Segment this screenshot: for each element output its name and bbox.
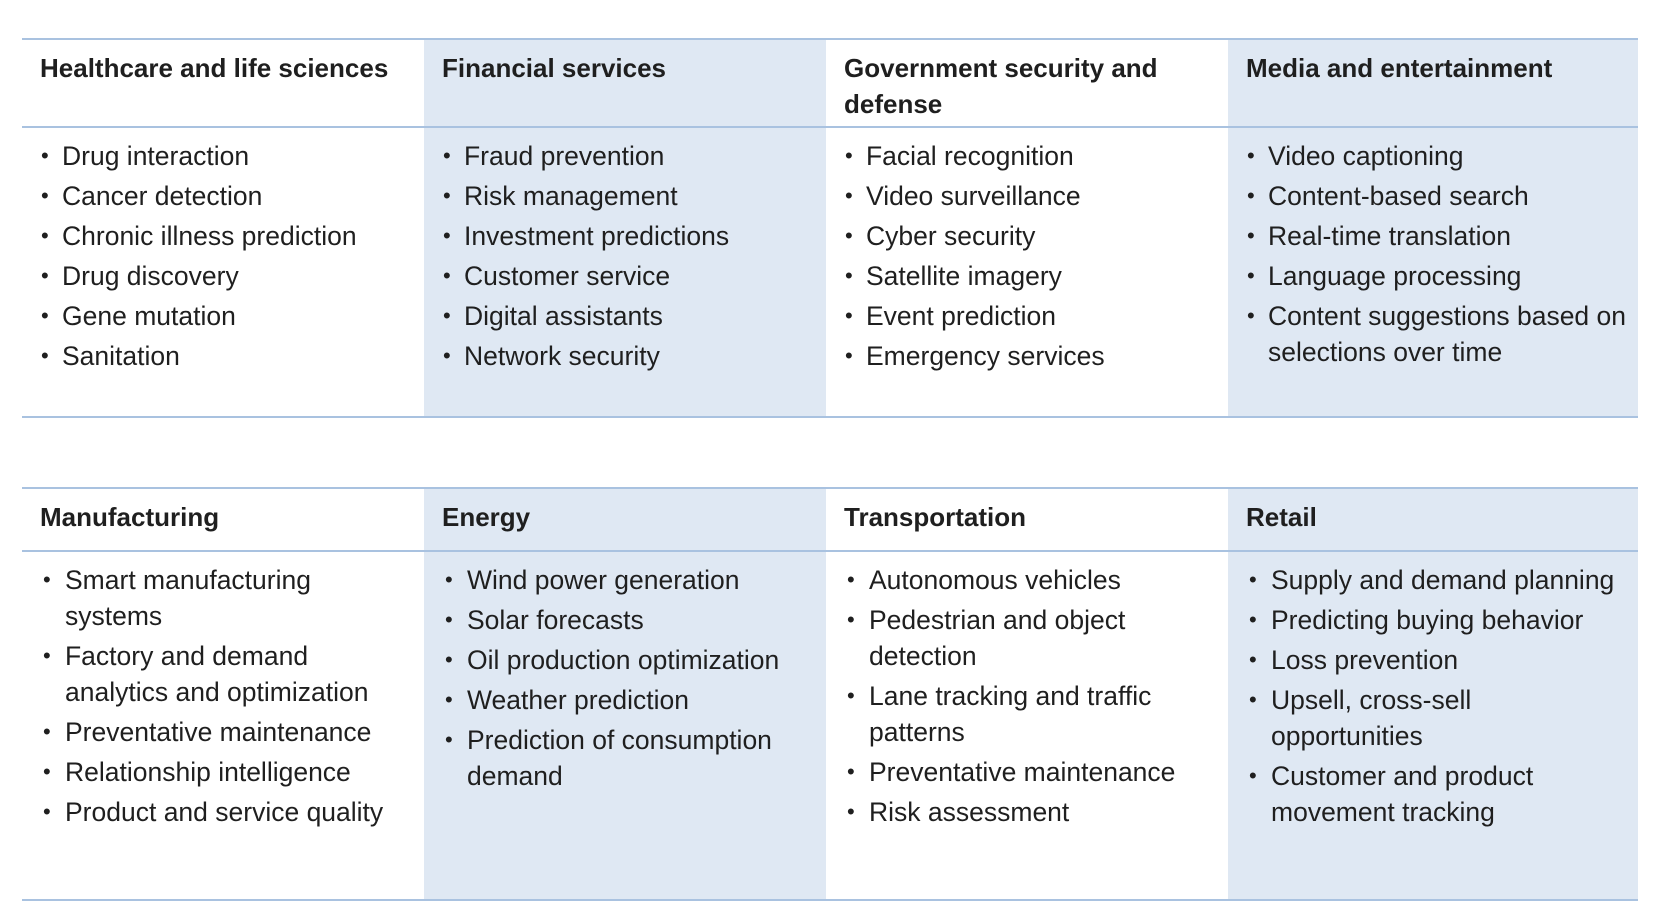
list-item: Risk management bbox=[442, 178, 814, 214]
column-heading: Manufacturing bbox=[22, 489, 424, 552]
column-financial-services: Financial services Fraud prevention Risk… bbox=[424, 40, 826, 416]
list-item: Loss prevention bbox=[1246, 642, 1626, 678]
list-item: Preventative maintenance bbox=[844, 754, 1216, 790]
list-item: Content-based search bbox=[1246, 178, 1626, 214]
list-item: Fraud prevention bbox=[442, 138, 814, 174]
column-heading: Government security and defense bbox=[826, 40, 1228, 128]
column-media: Media and entertainment Video captioning… bbox=[1228, 40, 1638, 416]
list-item: Solar forecasts bbox=[442, 602, 814, 638]
list-item: Gene mutation bbox=[40, 298, 412, 334]
list-item: Facial recognition bbox=[844, 138, 1216, 174]
list-item: Oil production optimization bbox=[442, 642, 814, 678]
column-government: Government security and defense Facial r… bbox=[826, 40, 1228, 416]
list-item: Supply and demand planning bbox=[1246, 562, 1626, 598]
list-item: Lane tracking and traffic patterns bbox=[844, 678, 1216, 750]
list-item: Video surveillance bbox=[844, 178, 1216, 214]
list-item: Cyber security bbox=[844, 218, 1216, 254]
list-item: Real-time translation bbox=[1246, 218, 1626, 254]
list-item: Risk assessment bbox=[844, 794, 1216, 830]
list-item: Cancer detection bbox=[40, 178, 412, 214]
list-item: Digital assistants bbox=[442, 298, 814, 334]
industry-table-top: Healthcare and life sciences Drug intera… bbox=[22, 38, 1638, 418]
column-manufacturing: Manufacturing Smart manufacturing system… bbox=[22, 489, 424, 899]
column-retail: Retail Supply and demand planning Predic… bbox=[1228, 489, 1638, 899]
use-case-list: Video captioning Content-based search Re… bbox=[1228, 128, 1638, 374]
list-item: Drug interaction bbox=[40, 138, 412, 174]
list-item: Chronic illness prediction bbox=[40, 218, 412, 254]
list-item: Factory and demand analytics and optimiz… bbox=[40, 638, 412, 710]
list-item: Sanitation bbox=[40, 338, 412, 374]
list-item: Upsell, cross-sell opportunities bbox=[1246, 682, 1626, 754]
column-healthcare: Healthcare and life sciences Drug intera… bbox=[22, 40, 424, 416]
list-item: Autonomous vehicles bbox=[844, 562, 1216, 598]
list-item: Language processing bbox=[1246, 258, 1626, 294]
use-case-list: Drug interaction Cancer detection Chroni… bbox=[22, 128, 424, 378]
column-heading: Transportation bbox=[826, 489, 1228, 552]
list-item: Investment predictions bbox=[442, 218, 814, 254]
use-case-list: Supply and demand planning Predicting bu… bbox=[1228, 552, 1638, 834]
list-item: Satellite imagery bbox=[844, 258, 1216, 294]
list-item: Weather prediction bbox=[442, 682, 814, 718]
column-transportation: Transportation Autonomous vehicles Pedes… bbox=[826, 489, 1228, 899]
list-item: Pedestrian and object detection bbox=[844, 602, 1216, 674]
column-heading: Financial services bbox=[424, 40, 826, 128]
use-case-list: Fraud prevention Risk management Investm… bbox=[424, 128, 826, 378]
list-item: Drug discovery bbox=[40, 258, 412, 294]
list-item: Network security bbox=[442, 338, 814, 374]
use-case-list: Facial recognition Video surveillance Cy… bbox=[826, 128, 1228, 378]
list-item: Product and service quality bbox=[40, 794, 412, 830]
column-heading: Energy bbox=[424, 489, 826, 552]
use-case-list: Smart manufacturing systems Factory and … bbox=[22, 552, 424, 834]
column-heading: Healthcare and life sciences bbox=[22, 40, 424, 128]
list-item: Video captioning bbox=[1246, 138, 1626, 174]
list-item: Smart manufacturing systems bbox=[40, 562, 412, 634]
list-item: Preventative maintenance bbox=[40, 714, 412, 750]
use-case-list: Autonomous vehicles Pedestrian and objec… bbox=[826, 552, 1228, 834]
use-case-list: Wind power generation Solar forecasts Oi… bbox=[424, 552, 826, 798]
column-heading: Retail bbox=[1228, 489, 1638, 552]
column-heading: Media and entertainment bbox=[1228, 40, 1638, 128]
list-item: Emergency services bbox=[844, 338, 1216, 374]
list-item: Customer and product movement tracking bbox=[1246, 758, 1626, 830]
list-item: Predicting buying behavior bbox=[1246, 602, 1626, 638]
list-item: Wind power generation bbox=[442, 562, 814, 598]
list-item: Prediction of consumption demand bbox=[442, 722, 814, 794]
list-item: Customer service bbox=[442, 258, 814, 294]
list-item: Event prediction bbox=[844, 298, 1216, 334]
column-energy: Energy Wind power generation Solar forec… bbox=[424, 489, 826, 899]
list-item: Relationship intelligence bbox=[40, 754, 412, 790]
list-item: Content suggestions based on selections … bbox=[1246, 298, 1626, 370]
industry-table-bottom: Manufacturing Smart manufacturing system… bbox=[22, 487, 1638, 901]
